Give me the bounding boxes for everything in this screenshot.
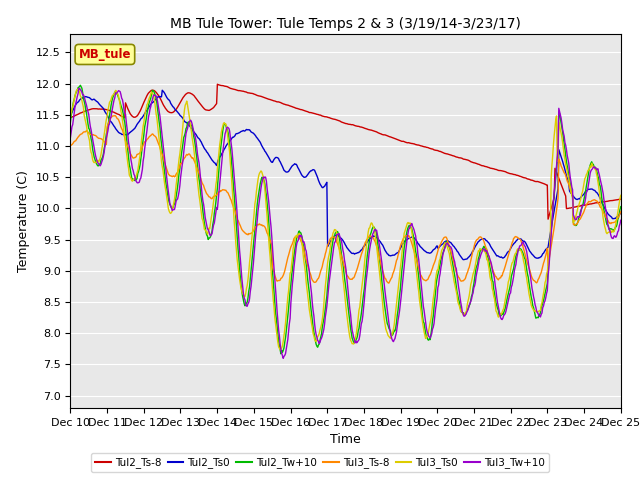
Tul3_Tw+10: [67, 135, 74, 141]
Tul2_Ts-8: [413, 142, 421, 148]
Line: Tul2_Ts0: Tul2_Ts0: [70, 90, 621, 260]
Tul3_Ts0: [67, 114, 74, 120]
Tul3_Tw+10: [76, 85, 83, 91]
Tul2_Tw+10: [77, 83, 84, 88]
Tul3_Ts0: [414, 283, 422, 288]
X-axis label: Time: Time: [330, 433, 361, 446]
Tul2_Ts-8: [189, 92, 196, 97]
Tul3_Tw+10: [414, 252, 422, 258]
Tul2_Ts0: [77, 96, 84, 102]
Text: MB_tule: MB_tule: [79, 48, 131, 61]
Line: Tul2_Tw+10: Tul2_Tw+10: [70, 85, 621, 354]
Tul2_Ts0: [219, 150, 227, 156]
Tul2_Ts0: [133, 121, 141, 127]
Tul2_Ts0: [159, 87, 166, 93]
Tul2_Ts-8: [67, 115, 74, 120]
Tul2_Ts0: [67, 112, 74, 118]
Tul2_Tw+10: [134, 171, 141, 177]
Tul2_Ts-8: [429, 146, 437, 152]
Tul3_Ts-8: [190, 156, 198, 162]
Tul3_Tw+10: [280, 356, 287, 361]
Tul3_Ts-8: [77, 132, 84, 137]
Tul3_Tw+10: [219, 149, 227, 155]
Tul2_Tw+10: [77, 84, 85, 90]
Tul2_Ts-8: [77, 110, 84, 116]
Tul3_Tw+10: [134, 180, 141, 186]
Tul3_Ts-8: [414, 263, 422, 269]
Line: Tul3_Tw+10: Tul3_Tw+10: [70, 88, 621, 359]
Tul2_Ts-8: [544, 216, 552, 222]
Tul3_Ts-8: [430, 261, 438, 266]
Title: MB Tule Tower: Tule Temps 2 & 3 (3/19/14-3/23/17): MB Tule Tower: Tule Temps 2 & 3 (3/19/14…: [170, 17, 521, 31]
Line: Tul3_Ts-8: Tul3_Ts-8: [70, 116, 621, 283]
Tul3_Tw+10: [430, 321, 438, 326]
Tul2_Ts-8: [219, 83, 227, 88]
Tul3_Tw+10: [77, 88, 85, 94]
Tul3_Tw+10: [617, 217, 625, 223]
Tul3_Ts-8: [385, 280, 393, 286]
Tul3_Ts0: [276, 347, 284, 353]
Tul3_Ts0: [219, 123, 227, 129]
Tul2_Tw+10: [219, 128, 227, 134]
Tul3_Ts0: [190, 144, 198, 150]
Tul3_Ts0: [77, 94, 85, 100]
Tul3_Ts-8: [134, 151, 141, 157]
Tul3_Tw+10: [190, 128, 198, 133]
Tul2_Ts0: [460, 257, 468, 263]
Tul2_Ts0: [617, 210, 625, 216]
Tul2_Tw+10: [430, 304, 438, 310]
Tul2_Tw+10: [617, 204, 625, 210]
Tul3_Ts-8: [67, 143, 74, 149]
Tul2_Tw+10: [67, 120, 74, 125]
Tul2_Tw+10: [190, 133, 198, 139]
Tul3_Ts0: [430, 290, 438, 296]
Tul3_Ts-8: [617, 209, 625, 215]
Tul3_Ts0: [617, 192, 625, 198]
Tul3_Ts-8: [219, 187, 227, 192]
Legend: Tul2_Ts-8, Tul2_Ts0, Tul2_Tw+10, Tul3_Ts-8, Tul3_Ts0, Tul3_Tw+10: Tul2_Ts-8, Tul2_Ts0, Tul2_Tw+10, Tul3_Ts…: [91, 453, 549, 472]
Tul2_Ts0: [413, 239, 421, 245]
Tul2_Ts-8: [617, 196, 625, 202]
Tul2_Ts0: [190, 129, 198, 134]
Tul3_Ts-8: [112, 113, 120, 119]
Tul3_Ts0: [134, 168, 141, 173]
Tul2_Tw+10: [414, 268, 422, 274]
Y-axis label: Temperature (C): Temperature (C): [17, 170, 30, 272]
Tul2_Tw+10: [277, 351, 285, 357]
Tul2_Ts-8: [214, 81, 221, 87]
Tul2_Ts0: [429, 247, 437, 253]
Tul3_Ts0: [74, 86, 82, 92]
Tul2_Ts-8: [133, 113, 141, 119]
Line: Tul2_Ts-8: Tul2_Ts-8: [70, 84, 621, 219]
Line: Tul3_Ts0: Tul3_Ts0: [70, 89, 621, 350]
